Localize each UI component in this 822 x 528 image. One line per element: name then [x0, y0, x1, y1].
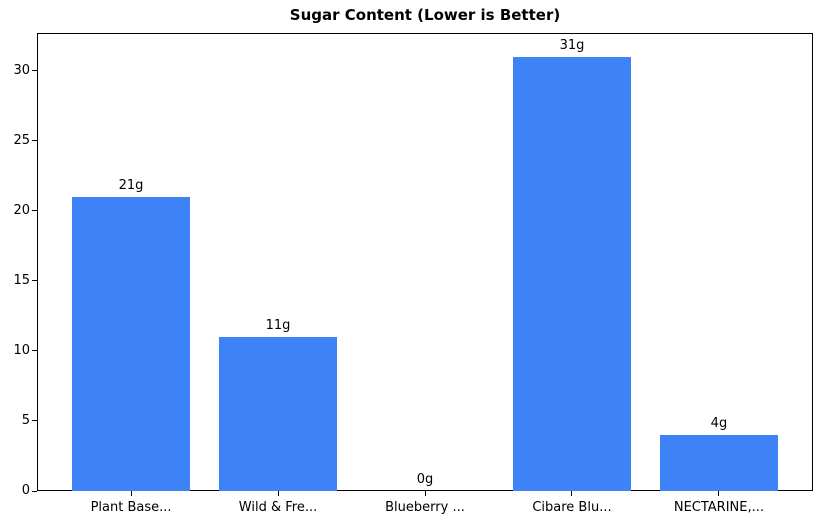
x-tick-label: NECTARINE,...: [673, 500, 765, 515]
y-tick-mark: [32, 70, 37, 72]
x-tick-label: Wild & Fre...: [238, 500, 318, 515]
y-tick-mark: [32, 210, 37, 212]
bar: [513, 56, 631, 491]
x-tick-mark: [424, 491, 426, 496]
x-tick-label: Plant Base...: [90, 500, 172, 515]
y-tick-mark: [32, 140, 37, 142]
bar: [660, 434, 778, 491]
x-tick-label: Cibare Blu...: [532, 500, 612, 515]
y-tick-mark: [32, 490, 37, 492]
bar-value-label: 31g: [559, 37, 585, 53]
x-tick-mark: [571, 491, 573, 496]
chart-title: Sugar Content (Lower is Better): [289, 6, 561, 24]
bar-value-label: 4g: [710, 415, 728, 431]
bar-value-label: 11g: [265, 317, 291, 333]
y-tick-mark: [32, 280, 37, 282]
y-tick-mark: [32, 350, 37, 352]
x-tick-mark: [130, 491, 132, 496]
y-tick-label: 15: [13, 272, 30, 288]
bar: [219, 336, 337, 491]
y-tick-label: 25: [13, 132, 30, 148]
x-tick-label: Blueberry ...: [385, 500, 465, 515]
x-tick-mark: [277, 491, 279, 496]
bar: [72, 196, 190, 491]
y-tick-label: 30: [13, 62, 30, 78]
x-tick-mark: [718, 491, 720, 496]
y-tick-mark: [32, 420, 37, 422]
y-tick-label: 10: [13, 342, 30, 358]
bar-value-label: 21g: [118, 177, 144, 193]
y-tick-label: 5: [21, 412, 30, 428]
y-tick-label: 0: [21, 483, 30, 498]
bar-value-label: 0g: [416, 472, 434, 487]
y-tick-label: 20: [13, 202, 30, 218]
